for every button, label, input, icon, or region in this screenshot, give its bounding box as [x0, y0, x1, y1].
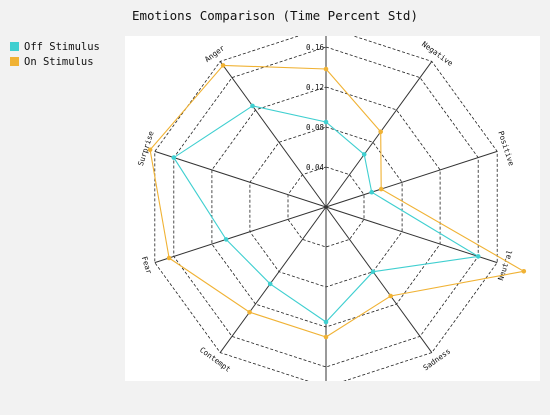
- chart-title: Emotions Comparison (Time Percent Std): [132, 8, 418, 23]
- series-line-on-stimulus: [149, 64, 526, 338]
- plot-panel: 0.040.080.120.16JoyNegativePositiveNeutr…: [125, 36, 540, 381]
- legend-swatch-on-stimulus: [10, 57, 19, 66]
- axis-line-sadness: [325, 206, 433, 353]
- axis-line-positive: [325, 150, 498, 208]
- point-off-stimulus-neutral: [475, 254, 481, 259]
- axis-label-sadness: Sadness: [421, 347, 452, 373]
- axis-line-fear: [154, 206, 327, 264]
- legend-item-off-stimulus: Off Stimulus: [10, 39, 100, 54]
- point-on-stimulus-fear: [166, 255, 172, 261]
- grid-ring-0: [287, 166, 365, 248]
- tick-label-3: 0.16: [306, 43, 325, 52]
- point-off-stimulus-sadness: [370, 269, 376, 274]
- axis-label-anger: Anger: [203, 43, 227, 64]
- point-off-stimulus-anger: [250, 103, 255, 109]
- axis-label-fear: Fear: [140, 255, 154, 275]
- axis-label-negative: Negative: [420, 39, 455, 68]
- legend-label-off-stimulus: Off Stimulus: [24, 40, 100, 53]
- point-on-stimulus-surprise: [147, 147, 153, 153]
- point-on-stimulus-positive: [378, 186, 384, 192]
- axis-line-surprise: [154, 150, 327, 208]
- axis-label-positive: Positive: [496, 130, 516, 168]
- radar-chart: 0.040.080.120.16JoyNegativePositiveNeutr…: [136, 36, 527, 381]
- tick-label-0: 0.04: [306, 163, 325, 172]
- point-on-stimulus-disgust: [323, 334, 329, 340]
- point-off-stimulus-joy: [323, 119, 329, 125]
- point-on-stimulus-contempt: [247, 309, 252, 315]
- point-off-stimulus-negative: [361, 152, 367, 157]
- axis-label-contempt: Contempt: [198, 345, 233, 374]
- axis-line-contempt: [219, 206, 327, 353]
- tick-label-1: 0.08: [306, 123, 325, 132]
- point-on-stimulus-negative: [378, 129, 383, 135]
- legend: Off Stimulus On Stimulus: [10, 39, 100, 69]
- legend-item-on-stimulus: On Stimulus: [10, 54, 100, 69]
- axis-label-surprise: Surprise: [136, 129, 156, 167]
- point-off-stimulus-positive: [369, 189, 374, 195]
- point-on-stimulus-neutral: [521, 269, 527, 274]
- point-off-stimulus-fear: [223, 237, 229, 242]
- axis-line-negative: [325, 61, 433, 208]
- point-on-stimulus-sadness: [388, 293, 394, 299]
- axis-label-neutral: Neutral: [496, 249, 514, 282]
- point-off-stimulus-surprise: [171, 155, 177, 160]
- axis-line-anger: [219, 61, 327, 208]
- axis-line-neutral: [325, 206, 498, 264]
- point-on-stimulus-joy: [323, 66, 329, 72]
- grid-ring-4: [154, 36, 498, 381]
- point-off-stimulus-disgust: [323, 319, 329, 325]
- legend-swatch-off-stimulus: [10, 42, 19, 51]
- point-off-stimulus-contempt: [267, 281, 273, 287]
- point-on-stimulus-anger: [220, 63, 226, 68]
- tick-label-2: 0.12: [306, 83, 324, 92]
- legend-label-on-stimulus: On Stimulus: [24, 55, 94, 68]
